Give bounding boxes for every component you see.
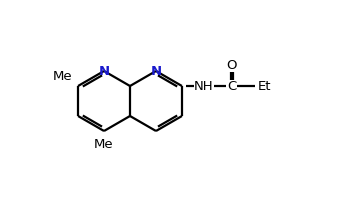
Text: Et: Et xyxy=(258,80,272,93)
Text: C: C xyxy=(227,80,237,93)
Text: N: N xyxy=(150,65,161,78)
Text: O: O xyxy=(227,59,237,72)
Text: Me: Me xyxy=(94,137,114,150)
Text: Me: Me xyxy=(52,70,72,83)
Text: NH: NH xyxy=(194,80,214,93)
Text: N: N xyxy=(98,65,110,78)
